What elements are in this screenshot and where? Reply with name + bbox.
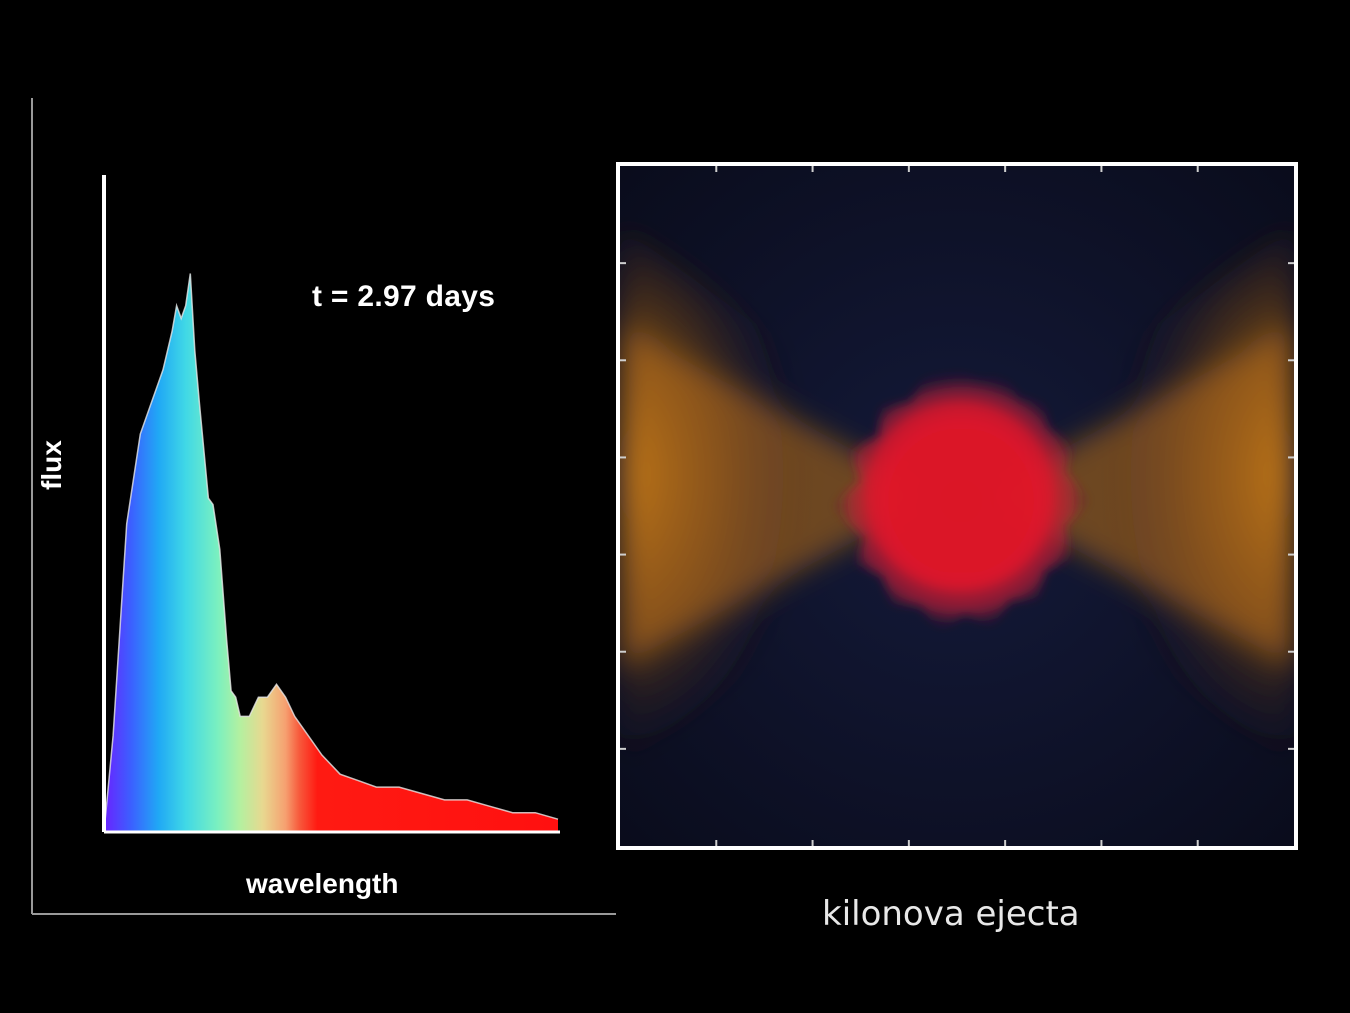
- ejecta-ticks: [620, 166, 1294, 846]
- y-axis-label: flux: [36, 440, 67, 490]
- kilonova-ejecta-image: [616, 162, 1298, 850]
- spectrum-line: [103, 273, 559, 833]
- x-axis-label: wavelength: [246, 868, 399, 899]
- ejecta-caption: kilonova ejecta: [822, 894, 1080, 934]
- time-annotation: t = 2.97 days: [312, 280, 496, 313]
- spectrum-area: [104, 273, 558, 832]
- outer-ejecta-lobes: [620, 226, 1294, 766]
- ejecta-core: [832, 371, 1090, 631]
- ejecta-render: [620, 166, 1294, 846]
